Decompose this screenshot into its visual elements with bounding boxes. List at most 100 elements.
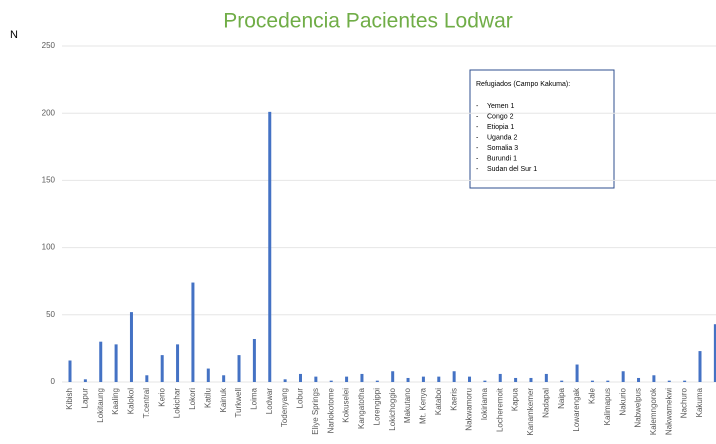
annotation-bullet: -: [476, 113, 479, 120]
bar: [575, 364, 579, 382]
x-tick-label: Kerio: [157, 387, 166, 406]
bar: [483, 380, 487, 382]
bar: [590, 380, 594, 382]
x-tick-label: Nakurio: [618, 387, 627, 415]
x-tick-label: Todenyang: [280, 388, 289, 427]
x-tick-label: Nariokotome: [326, 387, 335, 433]
x-tick-label: Kibish: [65, 388, 74, 410]
x-tick-label: lokiriama: [480, 387, 489, 420]
x-tick-label: Kaeris: [449, 388, 458, 411]
annotation-item: Uganda 2: [487, 134, 517, 141]
annotation-title: Refugiados (Campo Kakuma):: [476, 81, 570, 88]
bar: [129, 312, 133, 382]
bar: [252, 338, 256, 382]
bar: [498, 373, 502, 382]
annotation-box: [469, 69, 615, 189]
y-tick-label: 150: [42, 176, 56, 185]
y-tick-label: 250: [42, 41, 56, 50]
x-tick-label: Lorengippi: [372, 388, 381, 426]
bar: [68, 360, 72, 382]
x-tick-label: Katilu: [203, 388, 212, 408]
x-tick-label: Lowarengak: [572, 387, 581, 432]
bar: [529, 377, 533, 382]
annotation-bullet: -: [476, 166, 479, 173]
annotation-bullet: -: [476, 155, 479, 162]
bar: [160, 355, 164, 382]
bar: [683, 380, 687, 382]
bar: [83, 379, 87, 382]
bar: [406, 377, 410, 382]
x-tick-label: Kaaling: [111, 388, 120, 415]
x-tick-label: Kainuk: [219, 387, 228, 412]
x-tick-label: Nakwamoru: [465, 388, 474, 431]
bar: [637, 377, 641, 382]
x-tick-label: Kalokol: [127, 388, 136, 414]
annotation-bullet: -: [476, 134, 479, 141]
x-tick-label: T.central: [142, 388, 151, 418]
annotation-item: Etiopia 1: [487, 124, 514, 131]
x-tick-label: Lodwar: [265, 388, 274, 415]
x-tick-label: Lobur: [296, 388, 305, 409]
annotation-item: Congo 2: [487, 113, 514, 120]
x-tick-label: Kakuma: [695, 387, 704, 417]
annotation-bullet: -: [476, 103, 479, 110]
x-tick-label: Turkwell: [234, 388, 243, 418]
bar: [514, 377, 518, 382]
x-tick-label: Kalemngorok: [649, 387, 658, 435]
x-tick-label: Kalimapus: [603, 388, 612, 425]
y-tick-label: 200: [42, 108, 56, 117]
x-tick-label: Lokichar: [173, 388, 182, 419]
bar: [452, 371, 456, 382]
annotation-item: Yemen 1: [487, 103, 514, 110]
x-tick-label: Lokichoggio: [388, 387, 397, 430]
bar: [145, 375, 149, 382]
bar: [421, 376, 425, 382]
annotation-item: Burundi 1: [487, 155, 517, 162]
bar: [698, 351, 702, 382]
y-tick-label: 50: [46, 310, 55, 319]
bar: [391, 371, 395, 382]
y-axis-label: N: [10, 29, 18, 41]
x-tick-label: Nakwamekwi: [664, 388, 673, 435]
bar: [298, 373, 302, 382]
x-tick-label: Naipa: [557, 387, 566, 408]
x-tick-label: Lokori: [188, 388, 197, 410]
annotation-bullet: -: [476, 124, 479, 131]
bar: [621, 371, 625, 382]
bar: [283, 379, 287, 382]
bar: [206, 368, 210, 382]
x-tick-label: Lapur: [80, 388, 89, 409]
x-tick-label: Nadapal: [541, 388, 550, 418]
bar: [268, 111, 272, 382]
bar: [437, 376, 441, 382]
x-tick-label: Kataboi: [434, 388, 443, 415]
annotation-bullet: -: [476, 145, 479, 152]
x-tick-label: Loima: [249, 387, 258, 409]
bar: [544, 373, 548, 382]
bar: [114, 344, 118, 382]
x-tick-label: Mt. Kenya: [419, 387, 428, 424]
x-tick-label: Kapua: [511, 387, 520, 411]
x-tick-label: Makutano: [403, 387, 412, 423]
chart-title: Procedencia Pacientes Lodwar: [223, 10, 513, 33]
y-tick-label: 0: [51, 377, 56, 386]
x-tick-label: Kale: [588, 387, 597, 404]
y-tick-label: 100: [42, 243, 56, 252]
bar: [375, 380, 379, 382]
bar: [360, 373, 364, 382]
annotation-item: Somalia 3: [487, 145, 518, 152]
bar: [191, 282, 195, 382]
bar: [667, 380, 671, 382]
bar: [222, 375, 226, 382]
x-tick-label: Locheremoit: [495, 387, 504, 432]
bar: [314, 376, 318, 382]
bar: [176, 344, 180, 382]
x-tick-label: Lokitaung: [96, 388, 105, 423]
bar: [606, 380, 610, 382]
bar: [652, 375, 656, 382]
x-tick-label: Eliye Springs: [311, 388, 320, 435]
bar: [713, 324, 716, 382]
x-tick-label: Kokuselei: [342, 388, 351, 423]
bar: [468, 376, 472, 382]
